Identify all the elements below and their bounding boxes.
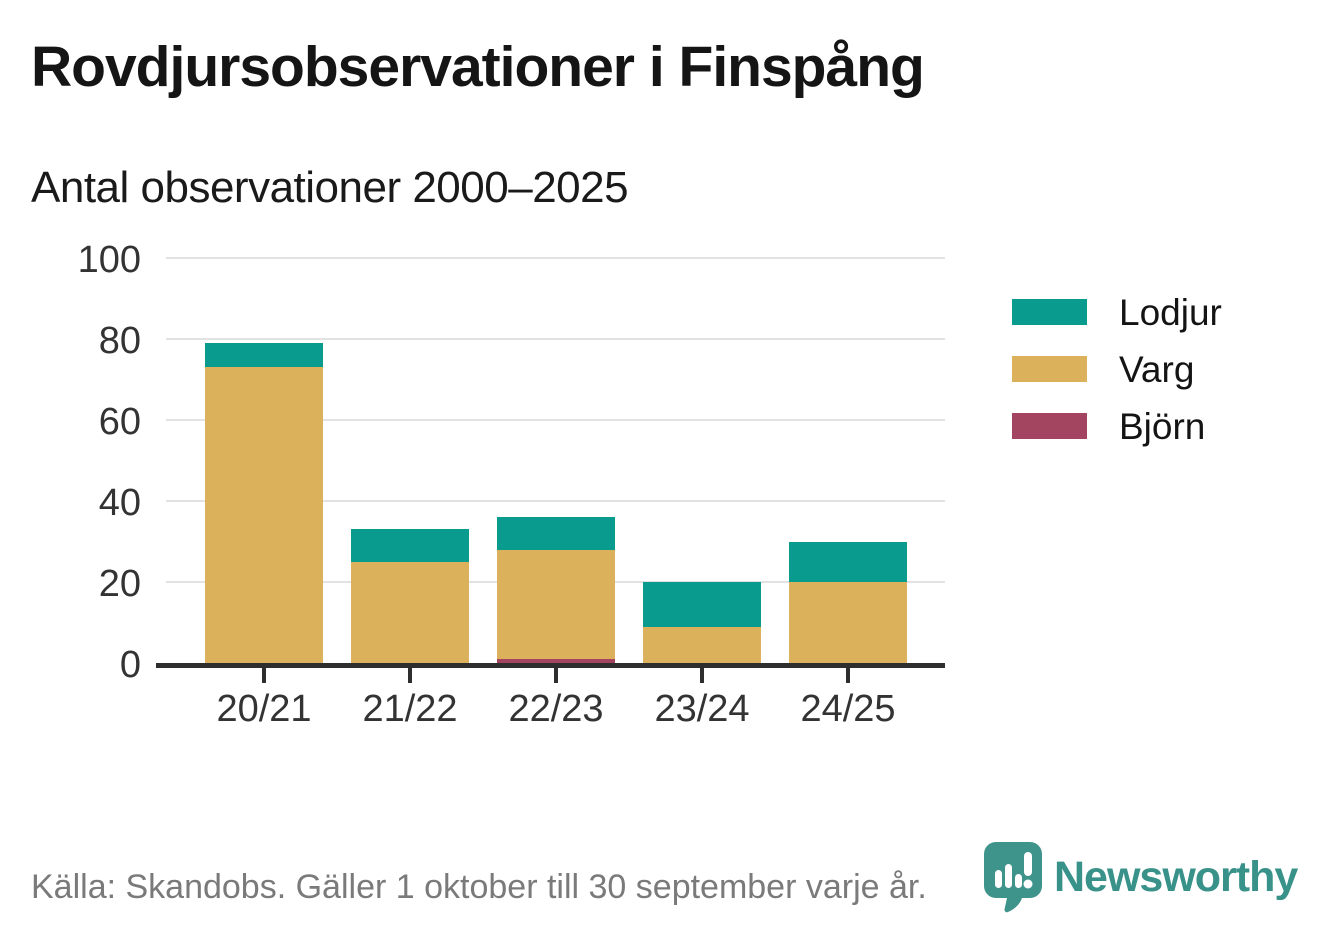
legend-item-bj-rn: Björn [1012, 406, 1222, 446]
gridline-40 [166, 500, 945, 502]
chart-subtitle: Antal observationer 2000–2025 [31, 163, 629, 212]
legend-label: Björn [1119, 405, 1206, 447]
y-axis-label: 40 [98, 482, 141, 524]
legend-swatch-bj-rn [1012, 413, 1087, 439]
legend-label: Lodjur [1119, 291, 1222, 333]
bar-segment-23-24-lodjur [643, 582, 761, 627]
x-axis-tick [554, 668, 558, 683]
gridline-100 [166, 257, 945, 259]
x-axis-label: 20/21 [216, 688, 312, 730]
legend-item-lodjur: Lodjur [1012, 292, 1222, 332]
x-axis-label: 21/22 [362, 688, 458, 730]
gridline-60 [166, 419, 945, 421]
bar-segment-21-22-lodjur [351, 529, 469, 562]
x-axis-line [156, 663, 945, 668]
y-axis-label: 100 [77, 239, 141, 281]
bar-segment-22-23-lodjur [497, 517, 615, 550]
y-axis-label: 80 [98, 320, 141, 362]
page-title: Rovdjursobservationer i Finspång [31, 35, 925, 99]
bar-segment-21-22-varg [351, 562, 469, 663]
y-axis-label: 60 [98, 401, 141, 443]
bar-segment-24-25-varg [789, 582, 907, 663]
x-axis-label: 24/25 [800, 688, 896, 730]
source-note: Källa: Skandobs. Gäller 1 oktober till 3… [31, 868, 927, 906]
x-axis-tick [408, 668, 412, 683]
bar-segment-20-21-lodjur [205, 343, 323, 367]
x-axis-tick [262, 668, 266, 683]
legend-swatch-varg [1012, 356, 1087, 382]
chart-legend: Lodjur Varg Björn [1012, 292, 1222, 463]
legend-label: Varg [1119, 348, 1195, 390]
x-axis-tick [846, 668, 850, 683]
bar-segment-20-21-varg [205, 367, 323, 663]
y-axis-label: 20 [98, 563, 141, 605]
x-axis-label: 23/24 [654, 688, 750, 730]
x-axis-tick [700, 668, 704, 683]
legend-swatch-lodjur [1012, 299, 1087, 325]
newsworthy-chart-bubble-icon [984, 842, 1042, 913]
x-axis-label: 22/23 [508, 688, 604, 730]
bar-segment-22-23-bj-rn [497, 659, 615, 663]
bar-segment-23-24-varg [643, 627, 761, 663]
y-axis-label: 0 [119, 644, 141, 686]
newsworthy-wordmark: Newsworthy [1054, 852, 1298, 901]
legend-item-varg: Varg [1012, 349, 1222, 389]
bar-segment-24-25-lodjur [789, 542, 907, 582]
bar-segment-22-23-varg [497, 550, 615, 659]
newsworthy-logo: Newsworthy [982, 840, 1298, 914]
gridline-80 [166, 338, 945, 340]
